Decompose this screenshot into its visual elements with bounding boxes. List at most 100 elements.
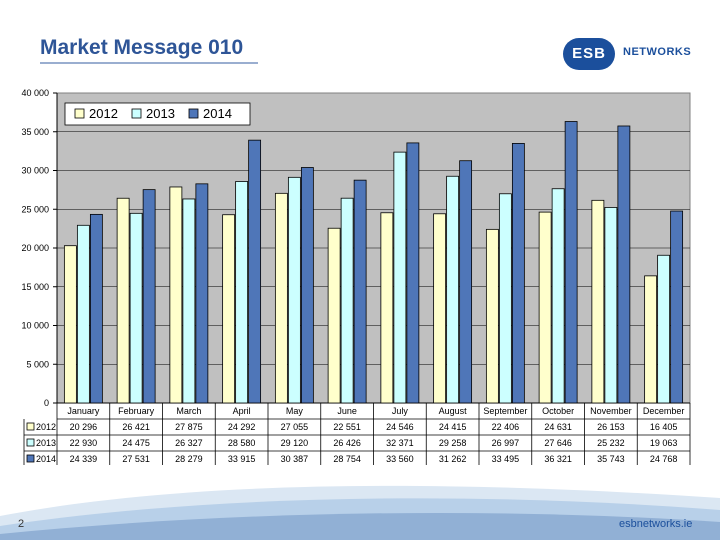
data-label-2012: 27 055 xyxy=(281,422,309,432)
bar-2013-january xyxy=(76,224,90,404)
table-series-label-2014: 2014 xyxy=(36,454,56,464)
logo-badge: ESB xyxy=(563,38,615,70)
y-tick-label: 10 000 xyxy=(21,321,49,331)
bar-2013-may xyxy=(287,176,301,404)
x-tick-label: May xyxy=(286,406,304,416)
data-label-2013: 26 327 xyxy=(175,438,203,448)
legend-label-2012: 2012 xyxy=(89,106,118,121)
bar-2012-august xyxy=(433,213,447,404)
y-tick-label: 15 000 xyxy=(21,282,49,292)
y-tick-label: 20 000 xyxy=(21,243,49,253)
x-tick-label: March xyxy=(176,406,201,416)
monthly-bar-chart: 0 5 000 10 000 15 000 20 000 25 000 30 000 35 0… xyxy=(21,88,691,465)
bar-2014-july xyxy=(406,142,420,404)
x-tick-label: February xyxy=(118,406,155,416)
data-label-2013: 29 120 xyxy=(281,438,309,448)
data-label-2013: 22 930 xyxy=(70,438,98,448)
bar-2014-october xyxy=(564,121,578,404)
bar-2013-august xyxy=(446,175,460,404)
bar-2014-september xyxy=(511,143,525,404)
page-title: Market Message 010 xyxy=(40,36,244,59)
bar-2014-august xyxy=(459,160,473,404)
bar-2012-november xyxy=(591,199,605,404)
bar-2014-may xyxy=(300,167,314,404)
data-label-2012: 24 415 xyxy=(439,422,467,432)
x-tick-label: April xyxy=(233,406,251,416)
x-tick-label: October xyxy=(542,406,574,416)
y-tick-label: 30 000 xyxy=(21,166,49,176)
y-tick-label: 5 000 xyxy=(26,359,49,369)
bar-2014-february xyxy=(142,189,156,404)
bar-2013-june xyxy=(340,197,354,404)
data-label-2012: 26 421 xyxy=(122,422,150,432)
data-label-2012: 24 631 xyxy=(544,422,572,432)
data-label-2012: 24 546 xyxy=(386,422,414,432)
table-key-2013 xyxy=(26,438,35,447)
bar-2012-may xyxy=(274,192,288,404)
y-tick-label: 40 000 xyxy=(21,88,49,98)
bar-2014-january xyxy=(89,213,103,404)
bar-2014-march xyxy=(195,183,209,404)
page-number: 2 xyxy=(18,518,25,530)
logo-text: NETWORKS xyxy=(623,46,692,58)
x-tick-label: November xyxy=(590,406,632,416)
data-label-2012: 24 292 xyxy=(228,422,256,432)
data-label-2014: 27 531 xyxy=(122,454,150,464)
data-label-2013: 24 475 xyxy=(122,438,150,448)
bar-2014-december xyxy=(670,210,684,404)
table-key-2014 xyxy=(26,454,35,463)
data-label-2013: 26 997 xyxy=(492,438,520,448)
bar-2014-april xyxy=(248,139,262,404)
bar-2012-july xyxy=(380,212,394,404)
legend-swatch-2012 xyxy=(74,108,85,119)
data-label-2014: 33 915 xyxy=(228,454,256,464)
x-tick-label: August xyxy=(439,406,468,416)
bar-2012-december xyxy=(644,275,658,404)
x-tick-label: July xyxy=(392,406,409,416)
data-label-2014: 33 495 xyxy=(492,454,520,464)
data-label-2014: 24 768 xyxy=(650,454,678,464)
legend-label-2014: 2014 xyxy=(203,106,232,121)
data-label-2013: 27 646 xyxy=(544,438,572,448)
data-label-2014: 33 560 xyxy=(386,454,414,464)
bar-2012-january xyxy=(63,245,77,404)
bar-2012-march xyxy=(169,186,183,404)
footer-swoosh xyxy=(0,485,720,540)
data-label-2014: 28 279 xyxy=(175,454,203,464)
y-tick-label: 35 000 xyxy=(21,127,49,137)
legend-box xyxy=(64,102,251,126)
x-tick-label: December xyxy=(643,406,685,416)
data-label-2012: 20 296 xyxy=(70,422,98,432)
y-tick-label: 0 xyxy=(44,398,49,408)
bar-2013-april xyxy=(235,181,249,404)
bar-2012-june xyxy=(327,227,341,404)
data-label-2012: 16 405 xyxy=(650,422,678,432)
table-key-2012 xyxy=(26,422,35,431)
title-underline xyxy=(40,62,258,64)
data-label-2012: 22 406 xyxy=(492,422,520,432)
bar-2012-april xyxy=(222,214,236,404)
data-label-2012: 26 153 xyxy=(597,422,625,432)
bar-2012-february xyxy=(116,197,130,404)
data-label-2012: 27 875 xyxy=(175,422,203,432)
data-label-2013: 32 371 xyxy=(386,438,414,448)
x-tick-label: January xyxy=(67,406,100,416)
data-label-2013: 25 232 xyxy=(597,438,625,448)
bar-2012-september xyxy=(485,228,499,404)
table-series-label-2012: 2012 xyxy=(36,422,56,432)
data-label-2014: 36 321 xyxy=(544,454,572,464)
bar-2013-november xyxy=(604,207,618,404)
data-label-2014: 31 262 xyxy=(439,454,467,464)
data-label-2013: 29 258 xyxy=(439,438,467,448)
data-label-2014: 30 387 xyxy=(281,454,309,464)
data-label-2014: 24 339 xyxy=(70,454,98,464)
bar-2013-december xyxy=(657,254,671,404)
legend-swatch-2013 xyxy=(131,108,142,119)
data-label-2013: 28 580 xyxy=(228,438,256,448)
table-series-label-2013: 2013 xyxy=(36,438,56,448)
bar-2014-november xyxy=(617,125,631,404)
legend-label-2013: 2013 xyxy=(146,106,175,121)
x-tick-label: June xyxy=(337,406,357,416)
bar-2014-june xyxy=(353,179,367,404)
bar-2013-october xyxy=(551,188,565,404)
